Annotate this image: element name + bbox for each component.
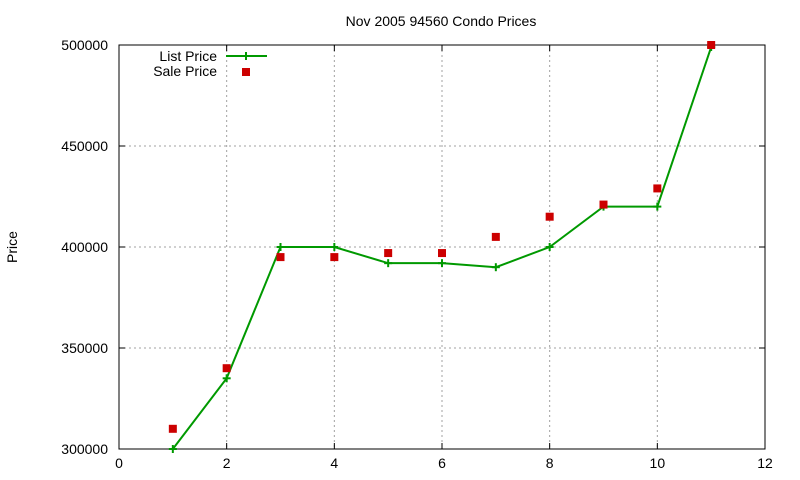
- y-tick-label: 450000: [61, 138, 108, 154]
- sale-price-point: [222, 364, 231, 373]
- grid-lines: [119, 45, 765, 449]
- list-price-point: [491, 263, 500, 272]
- list-price-point: [168, 445, 177, 453]
- list-price-point: [545, 243, 554, 251]
- y-axis-label: Price: [4, 231, 20, 263]
- y-tick-label: 350000: [61, 340, 108, 356]
- sale-price-point: [707, 41, 716, 49]
- sale-price-point: [168, 424, 177, 433]
- legend-label-sale-price: Sale Price: [153, 63, 217, 79]
- legend-label-list-price: List Price: [159, 48, 217, 64]
- sale-price-point: [545, 212, 554, 221]
- sale-price-point: [438, 249, 446, 258]
- sale-price-point: [491, 232, 500, 241]
- list-price-point: [330, 243, 339, 251]
- chart-title: Nov 2005 94560 Condo Prices: [346, 13, 537, 29]
- list-price-point: [222, 374, 231, 383]
- list-price-point: [276, 243, 285, 251]
- x-tick-label: 2: [223, 455, 231, 471]
- list-price-point: [653, 202, 662, 211]
- sale-price-point: [653, 184, 662, 193]
- series-group: [168, 41, 716, 453]
- x-tick-label: 4: [330, 455, 338, 471]
- x-tick-label: 0: [115, 455, 123, 471]
- sale-price-point: [276, 253, 285, 262]
- list-price-point: [384, 259, 393, 268]
- x-tick-label: 12: [757, 455, 773, 471]
- list-price-line: [172, 46, 713, 450]
- y-tick-label: 300000: [61, 441, 108, 457]
- x-tick-label: 10: [650, 455, 666, 471]
- sale-price-point: [384, 249, 393, 258]
- sale-price-point: [599, 200, 608, 209]
- x-tick-label: 8: [546, 455, 554, 471]
- sale-price-point: [330, 253, 339, 262]
- plot-frame: [118, 44, 766, 450]
- x-tick-label: 6: [438, 455, 446, 471]
- list-price-point: [438, 259, 446, 268]
- y-tick-label: 400000: [61, 239, 108, 255]
- axis-ticks: 0 2 4 6 8 10 12 300000 350000 400000 450000 500000: [61, 37, 773, 471]
- legend-marker-sale-price: [242, 68, 250, 76]
- legend-marker-list-price: [242, 52, 250, 60]
- y-tick-label: 500000: [61, 37, 108, 53]
